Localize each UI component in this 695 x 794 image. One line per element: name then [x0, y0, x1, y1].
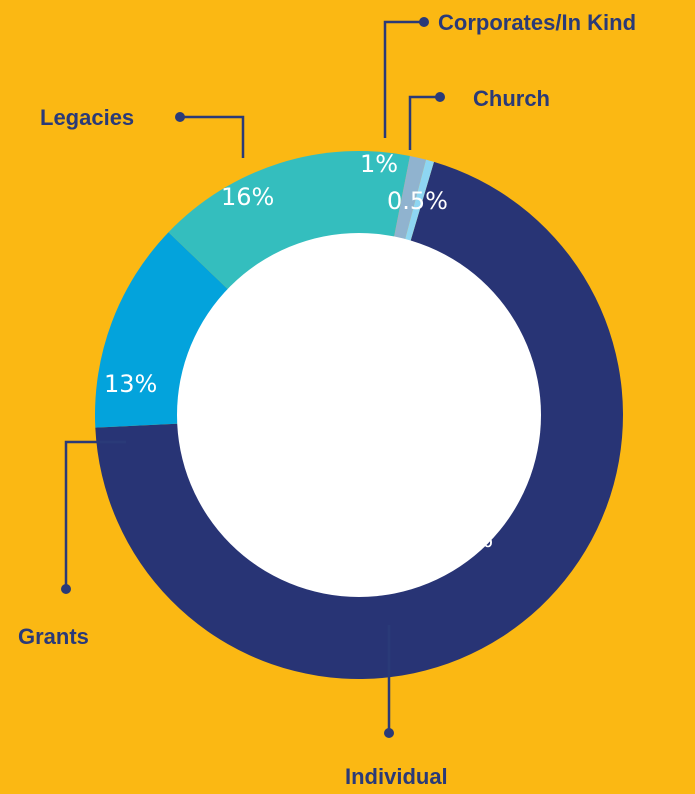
label-corporates: Corporates/In Kind — [438, 10, 636, 35]
leader-line-church — [408, 95, 438, 150]
leader-dot-grants — [61, 584, 71, 594]
percent-label-grants: 13% — [104, 370, 157, 398]
percent-label-individual: 70% — [440, 525, 493, 553]
percent-label-legacies: 16% — [221, 183, 274, 211]
donut-center-hole — [177, 233, 541, 597]
leader-dot-individual — [384, 728, 394, 738]
leader-line-legacies — [182, 115, 245, 158]
label-legacies: Legacies — [40, 105, 134, 130]
leader-line-grants — [64, 440, 126, 587]
label-individual: Individual — [345, 764, 448, 789]
leader-dot-corporates — [419, 17, 429, 27]
label-grants: Grants — [18, 624, 89, 649]
percent-label-church: 0.5% — [387, 187, 448, 215]
leader-line-corporates — [383, 20, 422, 138]
leader-dot-legacies — [175, 112, 185, 122]
percent-label-corporates: 1% — [360, 150, 398, 178]
leader-dot-church — [435, 92, 445, 102]
label-church: Church — [473, 86, 550, 111]
leader-lines — [61, 17, 445, 738]
